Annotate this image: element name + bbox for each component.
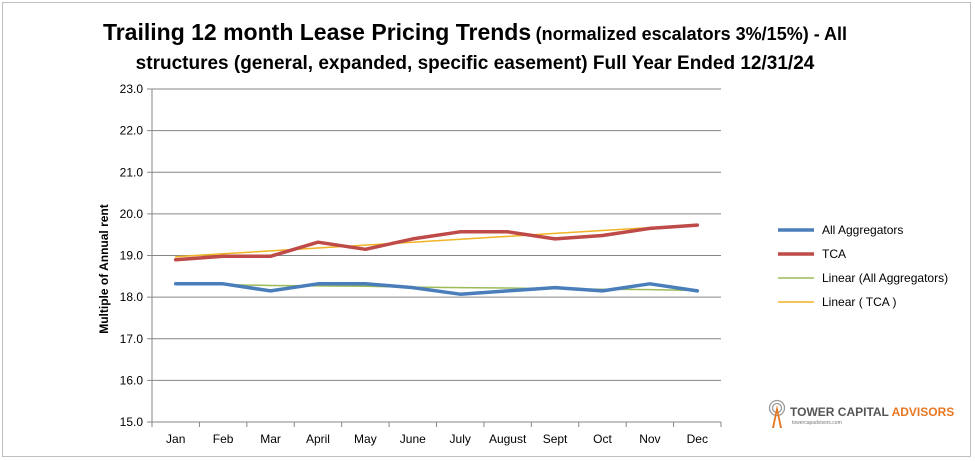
x-tick-label: June bbox=[400, 432, 426, 446]
y-tick-label: 23.0 bbox=[120, 82, 144, 96]
y-tick-label: 20.0 bbox=[120, 207, 144, 221]
chart-title: Trailing 12 month Lease Pricing Trends (… bbox=[80, 18, 870, 78]
legend-label: Linear ( TCA ) bbox=[822, 295, 897, 309]
x-tick-label: Sept bbox=[543, 432, 568, 446]
chart-title-main: Trailing 12 month Lease Pricing Trends bbox=[102, 19, 532, 45]
x-tick-label: May bbox=[354, 432, 377, 446]
x-tick-label: Nov bbox=[639, 432, 660, 446]
legend-item: All Aggregators bbox=[776, 218, 966, 242]
y-tick-label: 19.0 bbox=[120, 249, 144, 263]
y-tick-label: 15.0 bbox=[120, 415, 144, 429]
legend-label: All Aggregators bbox=[822, 223, 904, 237]
legend-swatch bbox=[778, 277, 814, 279]
y-tick-label: 17.0 bbox=[120, 332, 144, 346]
chart-title-line2: structures (general, expanded, specific … bbox=[135, 53, 815, 74]
legend-item: Linear (All Aggregators) bbox=[776, 266, 966, 290]
x-tick-label: April bbox=[306, 432, 330, 446]
series-line-1 bbox=[173, 223, 700, 262]
x-tick-label: Mar bbox=[260, 432, 281, 446]
y-tick-label: 21.0 bbox=[120, 165, 144, 179]
x-tick-label: Oct bbox=[593, 432, 612, 446]
tower-icon bbox=[768, 399, 786, 428]
legend-swatch bbox=[778, 228, 814, 232]
x-tick-label: Dec bbox=[687, 432, 708, 446]
logo-name: TOWER CAPITAL ADVISORS bbox=[790, 405, 955, 419]
series-line-0 bbox=[173, 282, 700, 296]
logo-url: towercapadvisors.com bbox=[792, 420, 842, 426]
y-tick-label: 18.0 bbox=[120, 290, 144, 304]
x-tick-label: Jan bbox=[166, 432, 185, 446]
company-logo: TOWER CAPITAL ADVISORS towercapadvisors.… bbox=[766, 399, 954, 429]
series-line-3 bbox=[174, 223, 699, 258]
legend-label: TCA bbox=[822, 247, 846, 261]
legend-swatch bbox=[778, 252, 814, 256]
x-tick-label: July bbox=[450, 432, 471, 446]
legend-label: Linear (All Aggregators) bbox=[822, 271, 949, 285]
chart-title-sub: (normalized escalators 3%/15%) - All bbox=[535, 24, 848, 44]
y-tick-label: 16.0 bbox=[120, 373, 144, 387]
y-tick-label: 22.0 bbox=[120, 124, 144, 138]
legend-item: TCA bbox=[776, 242, 966, 266]
legend-item: Linear ( TCA ) bbox=[776, 290, 966, 314]
legend: All Aggregators TCA Linear (All Aggregator… bbox=[776, 218, 966, 314]
x-tick-label: Feb bbox=[213, 432, 234, 446]
x-tick-label: August bbox=[489, 432, 527, 446]
legend-swatch bbox=[778, 301, 814, 303]
